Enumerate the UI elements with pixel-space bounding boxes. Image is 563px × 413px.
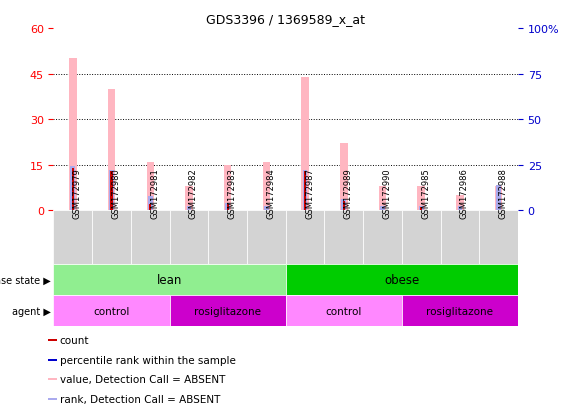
Bar xyxy=(148,196,153,211)
Bar xyxy=(304,171,306,211)
Bar xyxy=(285,295,402,326)
Text: GSM172988: GSM172988 xyxy=(499,168,508,219)
Bar xyxy=(186,207,191,211)
Bar xyxy=(303,171,307,211)
Bar xyxy=(69,59,77,211)
Text: GSM172981: GSM172981 xyxy=(150,168,159,219)
Bar xyxy=(479,211,518,264)
Text: control: control xyxy=(325,306,362,316)
Text: GSM172980: GSM172980 xyxy=(111,168,120,219)
Text: GSM172986: GSM172986 xyxy=(460,168,469,219)
Bar xyxy=(341,200,346,211)
Bar xyxy=(146,162,154,211)
Bar xyxy=(72,168,74,211)
Text: GSM172979: GSM172979 xyxy=(73,168,82,219)
Text: GSM172982: GSM172982 xyxy=(189,168,198,219)
Bar xyxy=(53,295,169,326)
Bar xyxy=(169,211,208,264)
Bar xyxy=(340,144,347,211)
Bar xyxy=(496,185,501,211)
Bar xyxy=(285,264,518,295)
Bar xyxy=(418,186,425,211)
Bar xyxy=(149,204,151,211)
Bar xyxy=(169,295,285,326)
Bar xyxy=(363,211,402,264)
Bar xyxy=(343,202,345,211)
Bar xyxy=(402,295,518,326)
Bar xyxy=(109,171,114,211)
Bar xyxy=(301,77,309,211)
Bar xyxy=(131,211,169,264)
Bar xyxy=(225,203,230,211)
Text: value, Detection Call = ABSENT: value, Detection Call = ABSENT xyxy=(60,375,225,385)
Bar xyxy=(70,167,75,211)
Bar xyxy=(263,162,270,211)
Bar xyxy=(53,211,92,264)
Text: rosiglitazone: rosiglitazone xyxy=(194,306,261,316)
Bar xyxy=(380,207,385,211)
Text: obese: obese xyxy=(384,273,419,286)
Text: GSM172987: GSM172987 xyxy=(305,168,314,219)
Text: agent ▶: agent ▶ xyxy=(12,306,51,316)
Text: control: control xyxy=(93,306,129,316)
Bar xyxy=(264,207,269,211)
Text: GSM172985: GSM172985 xyxy=(421,168,430,219)
Bar xyxy=(402,211,440,264)
Bar xyxy=(185,186,193,211)
Bar xyxy=(495,186,502,211)
Bar xyxy=(458,207,462,211)
Bar xyxy=(247,211,285,264)
Bar xyxy=(285,211,324,264)
Bar xyxy=(48,378,57,380)
Bar xyxy=(53,264,285,295)
Bar xyxy=(48,359,57,361)
Text: GSM172990: GSM172990 xyxy=(382,168,391,219)
Bar xyxy=(208,211,247,264)
Bar xyxy=(108,90,115,211)
Bar xyxy=(420,208,422,211)
Bar xyxy=(456,195,463,211)
Text: GSM172984: GSM172984 xyxy=(266,168,275,219)
Bar xyxy=(110,171,113,211)
Text: count: count xyxy=(60,335,90,345)
Text: lean: lean xyxy=(157,273,182,286)
Bar xyxy=(226,204,229,211)
Text: GSM172983: GSM172983 xyxy=(227,168,236,219)
Bar xyxy=(48,398,57,400)
Text: rank, Detection Call = ABSENT: rank, Detection Call = ABSENT xyxy=(60,394,220,404)
Title: GDS3396 / 1369589_x_at: GDS3396 / 1369589_x_at xyxy=(206,13,365,26)
Text: percentile rank within the sample: percentile rank within the sample xyxy=(60,355,236,365)
Bar xyxy=(92,211,131,264)
Bar xyxy=(224,165,231,211)
Text: GSM172989: GSM172989 xyxy=(344,168,353,219)
Text: rosiglitazone: rosiglitazone xyxy=(426,306,493,316)
Bar xyxy=(324,211,363,264)
Bar xyxy=(48,339,57,341)
Bar xyxy=(440,211,479,264)
Text: disease state ▶: disease state ▶ xyxy=(0,275,51,285)
Bar xyxy=(419,207,423,211)
Bar xyxy=(379,186,386,211)
